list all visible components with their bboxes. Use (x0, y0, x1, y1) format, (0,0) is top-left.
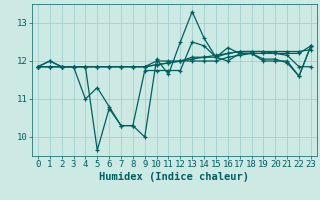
X-axis label: Humidex (Indice chaleur): Humidex (Indice chaleur) (100, 172, 249, 182)
